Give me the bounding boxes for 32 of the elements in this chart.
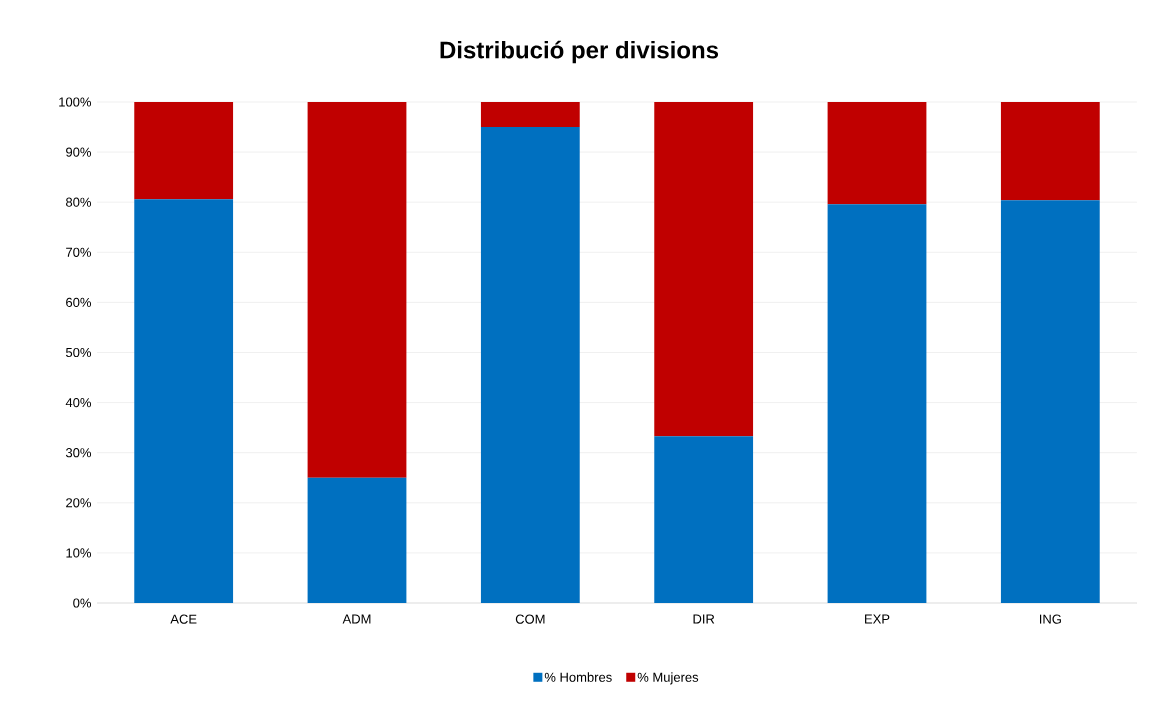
x-tick-label: ADM [342, 614, 371, 624]
y-tick-label: 20% [66, 498, 92, 508]
legend-label: % Mujeres [637, 672, 699, 685]
y-tick-label: 30% [65, 448, 92, 458]
bar [654, 436, 754, 603]
y-tick-label: 100% [59, 97, 92, 107]
y-tick-label: 10% [66, 548, 92, 558]
bar [827, 102, 927, 205]
y-tick-label: 0% [73, 598, 92, 608]
x-tick-label: DIR [693, 614, 715, 624]
y-tick-label: 70% [66, 247, 92, 257]
bar [1000, 200, 1100, 603]
x-tick-label: EXP [865, 614, 890, 624]
bar [480, 102, 580, 128]
y-tick-label: 80% [66, 197, 92, 207]
chart-title: Distribució per divisions [440, 40, 719, 64]
bar [1000, 102, 1100, 201]
bar [307, 477, 407, 603]
y-tick-label: 50% [65, 347, 92, 358]
y-tick-label: 90% [66, 147, 92, 157]
x-tick-label: ING [1039, 614, 1061, 624]
legend-label: % Hombres [544, 672, 612, 682]
y-tick-label: 60% [66, 297, 92, 307]
bar [480, 127, 580, 603]
bar [134, 199, 234, 603]
y-tick-label: 40% [65, 397, 92, 408]
bar [134, 102, 234, 200]
x-tick-label: ACE [170, 614, 197, 624]
x-tick-label: COM [515, 614, 545, 624]
bar [827, 204, 927, 603]
bar [307, 102, 407, 478]
bar [654, 102, 754, 437]
